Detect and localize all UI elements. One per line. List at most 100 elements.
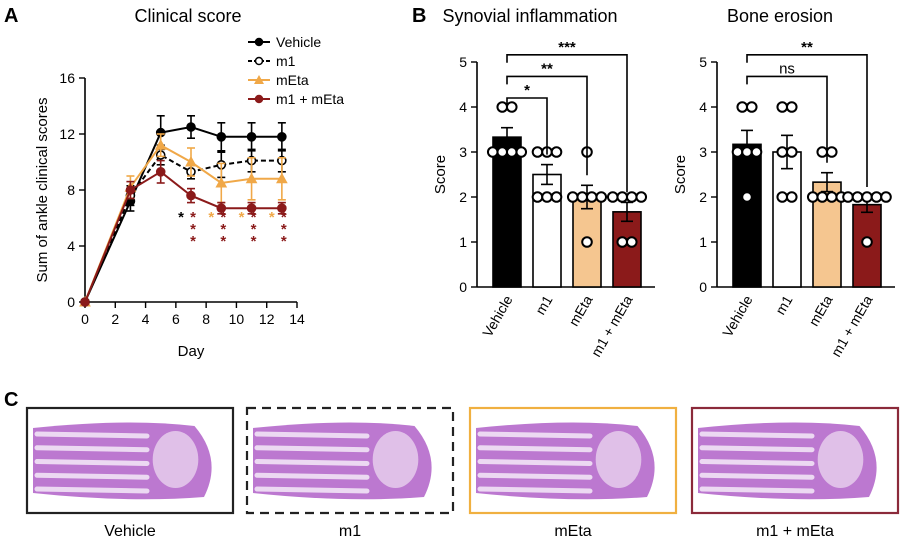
significance-star: * xyxy=(239,209,245,226)
data-point xyxy=(825,191,838,203)
data-point xyxy=(216,203,227,213)
bone-shape xyxy=(699,431,815,439)
bone-shape xyxy=(477,431,593,439)
significance-star: * xyxy=(190,209,196,226)
data-point xyxy=(215,176,228,188)
significance-star: * xyxy=(251,233,257,250)
legend-label: mEta xyxy=(276,72,309,88)
bone-shape xyxy=(254,486,370,494)
x-tick-label: 8 xyxy=(202,311,210,327)
panel-label-a: A xyxy=(4,5,18,27)
significance-star: * xyxy=(220,233,226,250)
comparison-bracket xyxy=(506,97,548,155)
data-point xyxy=(154,139,167,150)
y-tick-label: 1 xyxy=(699,234,707,250)
histology-panel: mEta xyxy=(468,406,678,540)
bone-shape xyxy=(699,486,815,494)
data-point xyxy=(505,101,518,113)
bone-shape xyxy=(699,472,815,480)
bone-shape xyxy=(254,431,370,439)
x-tick-label: 10 xyxy=(229,311,245,327)
y-tick-label: 0 xyxy=(459,279,467,295)
panel-label-c: C xyxy=(4,389,18,411)
data-point xyxy=(736,101,749,113)
legend-label: Vehicle xyxy=(276,34,321,50)
comparison-bracket xyxy=(506,54,628,193)
data-point xyxy=(785,191,798,203)
significance-star: * xyxy=(281,221,287,238)
data-point xyxy=(246,132,257,142)
x-tick-label: 6 xyxy=(172,311,180,327)
series-3 xyxy=(80,159,287,307)
y-tick-label: 0 xyxy=(67,294,75,310)
y-tick-label: 4 xyxy=(67,238,75,254)
significance-star: * xyxy=(281,233,287,250)
histology-panel: m1 xyxy=(245,406,455,540)
data-point xyxy=(825,146,838,158)
y-tick-label: 1 xyxy=(459,234,467,250)
y-tick-label: 2 xyxy=(699,189,707,205)
histology-label: mEta xyxy=(554,523,591,540)
x-tick-label: 4 xyxy=(142,311,150,327)
data-point xyxy=(776,101,789,113)
y-axis-label: Sum of ankle clinical scores xyxy=(34,97,51,282)
data-point xyxy=(566,191,579,203)
y-tick-label: 0 xyxy=(699,279,707,295)
data-point xyxy=(125,185,136,195)
data-point xyxy=(277,132,287,142)
significance-star: * xyxy=(251,209,257,226)
significance-star: * xyxy=(190,233,196,250)
data-point xyxy=(246,203,257,213)
data-point xyxy=(861,236,873,248)
significance-star: * xyxy=(220,221,226,238)
data-point xyxy=(616,236,629,248)
bone-shape xyxy=(254,445,370,453)
data-point xyxy=(550,146,563,158)
data-point xyxy=(745,101,758,113)
legend-marker xyxy=(254,56,264,66)
joint-shape xyxy=(595,431,642,488)
data-point xyxy=(741,146,753,158)
data-point xyxy=(496,101,509,113)
data-point xyxy=(816,191,829,203)
data-point xyxy=(816,146,829,158)
comparison-bracket xyxy=(506,75,588,176)
bar xyxy=(492,136,522,288)
bar xyxy=(732,143,762,288)
data-point xyxy=(185,155,197,167)
data-point xyxy=(155,167,166,177)
data-point xyxy=(550,191,563,203)
legend-label: m1 + mEta xyxy=(276,91,344,107)
data-point xyxy=(741,191,753,203)
bone-shape xyxy=(34,431,150,439)
data-point xyxy=(531,146,544,158)
y-tick-label: 3 xyxy=(459,144,467,160)
y-axis-label: Score xyxy=(672,155,689,194)
data-point xyxy=(496,146,509,158)
category-label: Vehicle xyxy=(479,292,516,339)
data-point xyxy=(606,191,619,203)
data-point xyxy=(585,191,598,203)
comparison-bracket xyxy=(746,75,828,163)
data-point xyxy=(186,122,196,132)
significance-star: * xyxy=(269,209,275,226)
significance-label: * xyxy=(524,82,530,99)
bone-shape xyxy=(254,472,370,480)
significance-star: * xyxy=(251,221,257,238)
y-tick-label: 12 xyxy=(59,126,75,142)
data-point xyxy=(861,191,873,203)
histology-label: m1 xyxy=(339,523,361,540)
data-point xyxy=(80,297,90,307)
y-tick-label: 5 xyxy=(459,54,467,70)
legend-marker xyxy=(254,75,264,84)
data-point xyxy=(186,190,196,201)
chart-title: Bone erosion xyxy=(727,6,833,26)
y-tick-label: 5 xyxy=(699,54,707,70)
histology-panel: Vehicle xyxy=(25,406,235,540)
panel-label-b: B xyxy=(412,5,426,27)
significance-label: ** xyxy=(541,60,553,77)
histology-panel: m1 + mEta xyxy=(690,406,900,540)
significance-star: * xyxy=(190,221,196,238)
